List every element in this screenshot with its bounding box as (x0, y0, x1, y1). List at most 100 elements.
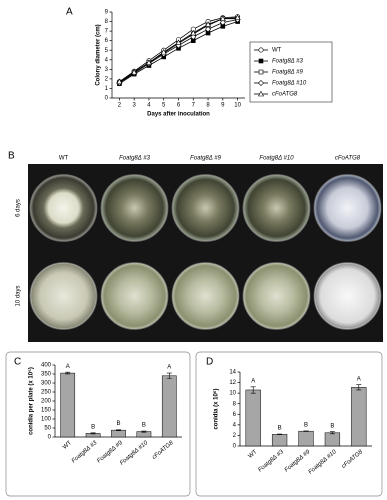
legend-label: cFoATG8 (272, 92, 298, 98)
y-tick-label: 0 (48, 435, 52, 441)
plate (313, 174, 382, 242)
series-line (119, 21, 238, 85)
panel-label: C (14, 357, 21, 368)
plate (171, 262, 240, 330)
x-tick-label: 3 (132, 103, 136, 109)
x-tick-label: WT (62, 440, 73, 451)
y-tick-label: 10 (229, 391, 236, 397)
x-tick-label: 6 (177, 103, 181, 109)
bar (298, 430, 314, 447)
plate (171, 174, 240, 242)
marker (160, 48, 167, 55)
y-axis-label: conidia per plate (x 10⁵) (29, 367, 35, 435)
y-tick-label: 4 (233, 422, 237, 428)
y-tick-label: 350 (41, 372, 52, 378)
panel-label: B (8, 151, 15, 162)
x-tick-label: 9 (221, 103, 225, 109)
column-label: WT (59, 156, 69, 162)
plate (29, 174, 98, 242)
y-tick-label: 0 (105, 96, 109, 102)
marker (205, 26, 212, 33)
panel-frame (195, 351, 383, 497)
x-tick-label: WT (247, 449, 258, 460)
y-tick-label: 50 (44, 426, 51, 432)
x-tick-label: cFoATG8 (151, 440, 175, 461)
x-tick-label: 2 (118, 103, 122, 109)
significance-letter: A (357, 376, 361, 382)
x-tick-label: Foatg8Δ #10 (308, 449, 339, 476)
y-tick-label: 12 (229, 380, 236, 386)
error-bar (356, 384, 362, 391)
column-label: cFoATG8 (335, 156, 361, 162)
y-tick-label: 5 (105, 48, 109, 54)
y-tick-label: 150 (41, 408, 52, 414)
marker (219, 19, 226, 26)
marker (145, 59, 152, 65)
bar (245, 389, 261, 447)
bar (324, 432, 341, 447)
significance-letter: A (66, 364, 70, 370)
panel-label: D (206, 357, 213, 368)
plate (313, 262, 382, 330)
x-tick-label: 7 (192, 103, 196, 109)
x-tick-label: 10 (234, 103, 241, 109)
plate (100, 174, 169, 242)
significance-letter: B (330, 423, 334, 429)
significance-letter: B (304, 423, 308, 429)
x-tick-label: 5 (162, 103, 166, 109)
y-tick-label: 100 (41, 417, 52, 423)
plate (100, 262, 169, 330)
error-bar (329, 431, 335, 435)
marker (116, 78, 123, 85)
marker (190, 33, 197, 40)
legend-marker (258, 69, 264, 75)
plate (242, 262, 311, 330)
plate (29, 262, 98, 330)
x-tick-label: 4 (147, 103, 151, 109)
bar (111, 429, 126, 438)
marker (131, 68, 138, 75)
marker (219, 15, 226, 21)
y-tick-label: 4 (105, 57, 109, 63)
panel-label: A (66, 7, 73, 18)
significance-letter: B (278, 426, 282, 432)
y-tick-label: 400 (41, 363, 52, 369)
x-tick-label: 8 (206, 103, 210, 109)
column-label: Foatg8Δ #9 (190, 156, 221, 162)
error-bar (116, 429, 121, 431)
y-tick-label: 9 (105, 10, 109, 16)
y-tick-label: 8 (105, 19, 109, 25)
legend-marker (258, 58, 264, 64)
x-tick-label: cFoATG8 (341, 449, 365, 470)
significance-letter: B (142, 423, 146, 429)
marker (234, 14, 241, 21)
row-label: 10 days (16, 285, 22, 306)
marker (175, 39, 182, 45)
legend-marker (257, 79, 265, 87)
y-tick-label: 1 (105, 86, 109, 92)
y-tick-label: 300 (41, 381, 52, 387)
y-tick-label: 14 (229, 370, 236, 376)
legend-marker (258, 47, 264, 53)
error-bar (90, 432, 96, 435)
error-bar (141, 430, 147, 433)
significance-letter: A (167, 365, 171, 371)
significance-letter: B (91, 424, 95, 430)
legend-label: Foatg8Δ #10 (272, 81, 307, 87)
bar (161, 375, 177, 438)
error-bar (277, 433, 283, 435)
panel-frame (5, 351, 191, 497)
marker (190, 29, 197, 36)
x-tick-label: Foatg8Δ #9 (284, 449, 312, 474)
legend-label: WT (272, 48, 282, 54)
y-tick-label: 6 (105, 38, 109, 44)
y-tick-label: 250 (41, 390, 52, 396)
x-axis-label: Days after inoculation (147, 112, 210, 118)
column-label: Foatg8Δ #3 (119, 156, 150, 162)
x-tick-label: Foatg8Δ #10 (119, 440, 150, 467)
y-tick-label: 200 (41, 399, 52, 405)
legend-label: Foatg8Δ #3 (272, 59, 303, 65)
marker (205, 21, 212, 27)
legend-marker (257, 90, 265, 97)
x-tick-label: Foatg8Δ #3 (257, 449, 285, 474)
